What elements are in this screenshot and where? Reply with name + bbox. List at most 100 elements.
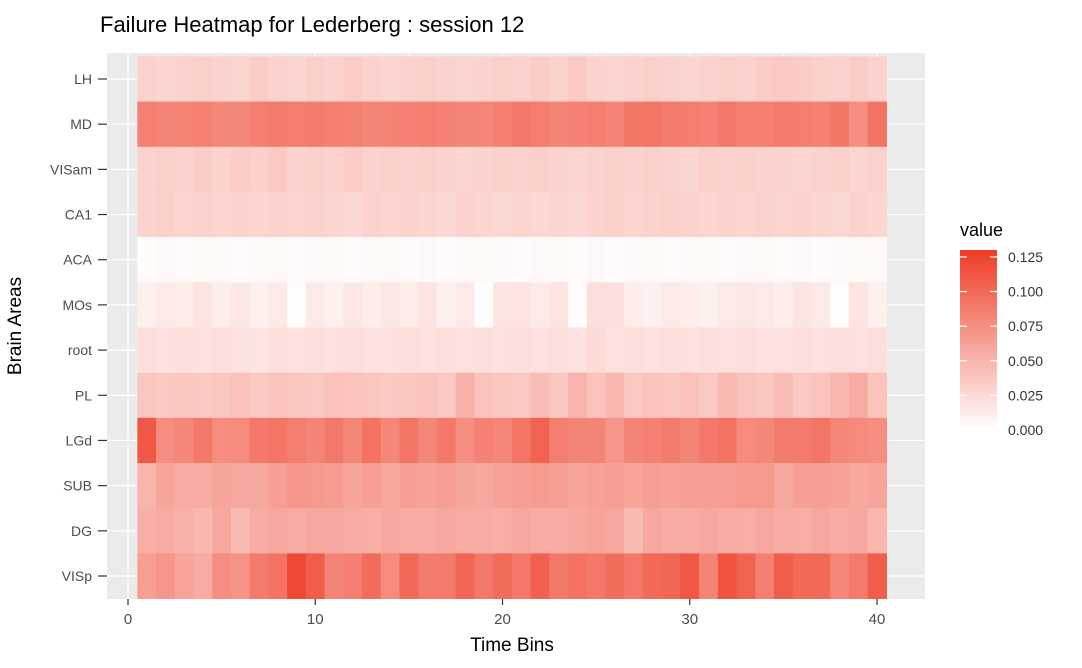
heatmap-cell xyxy=(212,146,232,193)
heatmap-cell xyxy=(624,191,644,238)
heatmap-cell xyxy=(249,553,270,599)
heatmap-cell xyxy=(362,101,382,148)
heatmap-cell xyxy=(137,56,157,102)
heatmap-cell xyxy=(624,327,644,374)
heatmap-cell xyxy=(436,417,457,464)
heatmap-cell xyxy=(399,417,419,464)
heatmap-cell xyxy=(343,327,363,374)
heatmap-cell xyxy=(287,553,307,599)
heatmap-cell xyxy=(867,56,887,102)
heatmap-cell xyxy=(455,508,476,554)
heatmap-cell xyxy=(586,372,607,419)
heatmap-cell xyxy=(174,191,195,238)
heatmap-cell xyxy=(212,282,232,328)
heatmap-cell xyxy=(230,372,251,419)
heatmap-cell xyxy=(699,146,719,193)
y-tick-label: ACA xyxy=(63,252,92,268)
heatmap-cell xyxy=(511,553,532,599)
heatmap-cell xyxy=(699,191,719,238)
heatmap-cell xyxy=(811,417,831,464)
heatmap-cell xyxy=(605,327,625,374)
heatmap-cell xyxy=(661,146,681,193)
heatmap-cell xyxy=(699,56,719,102)
heatmap-cell xyxy=(418,237,438,283)
heatmap-cell xyxy=(642,463,663,509)
heatmap-cell xyxy=(324,417,344,464)
heatmap-cell xyxy=(642,191,663,238)
heatmap-cell xyxy=(268,237,288,283)
heatmap-cell xyxy=(624,146,644,193)
heatmap-cell xyxy=(774,282,794,328)
heatmap-cell xyxy=(137,146,157,193)
heatmap-cell xyxy=(380,56,401,102)
heatmap-cell xyxy=(380,553,401,599)
heatmap-cell xyxy=(249,237,270,283)
heatmap-cell xyxy=(830,463,850,509)
heatmap-cell xyxy=(343,553,363,599)
heatmap-cell xyxy=(755,327,775,374)
heatmap-cell xyxy=(156,417,176,464)
heatmap-cell xyxy=(436,146,457,193)
heatmap-cell xyxy=(755,56,775,102)
heatmap-cell xyxy=(848,191,869,238)
heatmap-cell xyxy=(230,417,251,464)
heatmap-cell xyxy=(699,372,719,419)
heatmap-cell xyxy=(174,372,195,419)
heatmap-cell xyxy=(324,282,344,328)
heatmap-cell xyxy=(418,146,438,193)
heatmap-cell xyxy=(530,146,550,193)
heatmap-cell xyxy=(212,101,232,148)
heatmap-cell xyxy=(399,146,419,193)
heatmap-cell xyxy=(811,553,831,599)
heatmap-cell xyxy=(268,146,288,193)
heatmap-cell xyxy=(362,191,382,238)
heatmap-cell xyxy=(867,417,887,464)
heatmap-cell xyxy=(792,282,813,328)
heatmap-cell xyxy=(755,553,775,599)
heatmap-cell xyxy=(249,372,270,419)
heatmap-cell xyxy=(792,101,813,148)
heatmap-cell xyxy=(624,417,644,464)
heatmap-cell xyxy=(811,191,831,238)
heatmap-cell xyxy=(792,372,813,419)
heatmap-cell xyxy=(511,508,532,554)
heatmap-cell xyxy=(867,146,887,193)
heatmap-cell xyxy=(268,327,288,374)
heatmap-cell xyxy=(530,56,550,102)
heatmap-cell xyxy=(399,237,419,283)
heatmap-cell xyxy=(174,56,195,102)
heatmap-cell xyxy=(380,282,401,328)
heatmap-cell xyxy=(717,508,738,554)
heatmap-cell xyxy=(549,56,569,102)
heatmap-cell xyxy=(474,553,494,599)
heatmap-cell xyxy=(624,101,644,148)
heatmap-cell xyxy=(493,372,513,419)
heatmap-cell xyxy=(436,372,457,419)
heatmap-cell xyxy=(230,237,251,283)
heatmap-cell xyxy=(586,553,607,599)
heatmap-cell xyxy=(568,508,588,554)
heatmap-cell xyxy=(399,553,419,599)
heatmap-cell xyxy=(830,101,850,148)
heatmap-cell xyxy=(680,282,700,328)
heatmap-cell xyxy=(699,417,719,464)
heatmap-cell xyxy=(193,553,213,599)
heatmap-cell xyxy=(324,191,344,238)
heatmap-cell xyxy=(193,56,213,102)
heatmap-cell xyxy=(156,372,176,419)
y-tick-label: root xyxy=(68,342,92,358)
heatmap-cell xyxy=(268,191,288,238)
y-axis-label: Brain Areas xyxy=(5,277,26,375)
heatmap-cell xyxy=(137,508,157,554)
heatmap-cell xyxy=(474,372,494,419)
heatmap-cell xyxy=(642,372,663,419)
heatmap-cell xyxy=(774,191,794,238)
heatmap-cell xyxy=(642,417,663,464)
heatmap-cell xyxy=(774,146,794,193)
heatmap-cell xyxy=(717,282,738,328)
heatmap-cell xyxy=(867,463,887,509)
heatmap-cell xyxy=(736,463,756,509)
heatmap-cell xyxy=(867,191,887,238)
heatmap-cell xyxy=(549,508,569,554)
heatmap-cell xyxy=(811,508,831,554)
